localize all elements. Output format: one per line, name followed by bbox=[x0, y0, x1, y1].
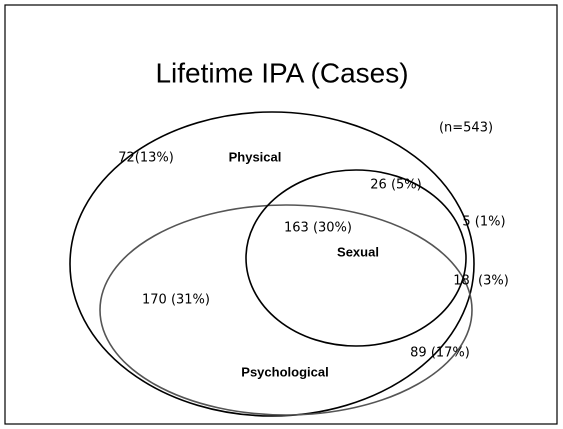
region-label: 5 (1%) bbox=[462, 215, 505, 230]
set-label: Physical bbox=[229, 149, 282, 164]
region-label: 18 (3%) bbox=[453, 274, 509, 289]
set-label: Psychological bbox=[241, 364, 328, 379]
sample-size: (n=543) bbox=[439, 121, 493, 136]
region-label: 163 (30%) bbox=[284, 221, 352, 236]
sexual-ellipse bbox=[245, 169, 467, 347]
psychological-ellipse bbox=[99, 204, 473, 416]
set-label: Sexual bbox=[337, 244, 379, 259]
region-label: 89 (17%) bbox=[410, 346, 470, 361]
region-label: 72(13%) bbox=[118, 151, 174, 166]
physical-ellipse bbox=[69, 111, 475, 417]
frame bbox=[4, 4, 558, 425]
region-label: 170 (31%) bbox=[142, 293, 210, 308]
title: Lifetime IPA (Cases) bbox=[155, 57, 408, 88]
region-label: 26 (5%) bbox=[370, 178, 421, 193]
